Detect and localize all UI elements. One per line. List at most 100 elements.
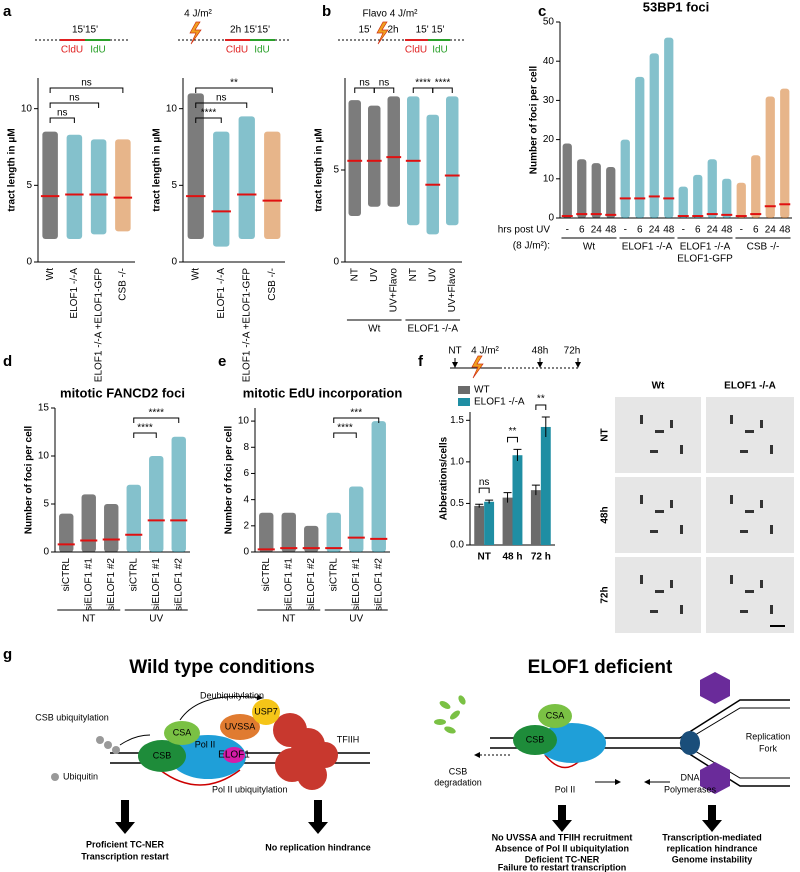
significance-label: ns	[379, 78, 390, 89]
rect	[730, 575, 733, 584]
diagram-label: Pol II ubiquitylation	[212, 784, 288, 794]
ellipse	[538, 704, 572, 728]
circle	[297, 760, 327, 790]
ellipse	[252, 699, 280, 725]
rect	[670, 500, 673, 508]
rect	[650, 610, 658, 613]
x-tick-label: UV+Flavo	[447, 268, 458, 313]
schematic-text: IdU	[90, 45, 106, 56]
diagram-label: CSA	[173, 727, 192, 737]
ellipse	[680, 731, 700, 755]
dot-spread	[187, 93, 204, 239]
significance-label: **	[537, 394, 545, 405]
significance-label: **	[230, 78, 238, 89]
path	[700, 672, 730, 704]
dot-spread	[264, 131, 281, 239]
dot-spread	[426, 114, 439, 235]
y-tick-label: 0	[548, 213, 554, 224]
y-tick-label: 10	[38, 451, 50, 462]
x-tick-label: 24	[649, 225, 661, 236]
error-bar	[485, 499, 494, 504]
significance-label: ****	[435, 78, 451, 89]
x-tick-label: 48	[779, 225, 791, 236]
dot-spread	[368, 105, 381, 207]
bar	[484, 501, 495, 545]
rect	[745, 510, 754, 513]
rect	[760, 500, 763, 508]
row-label: 48h	[600, 506, 611, 523]
row-label: 72h	[600, 586, 611, 603]
y-axis-label: Number of foci per cell	[529, 66, 540, 175]
schematic-text: 15' 15'	[416, 25, 445, 36]
chart-title: mitotic EdU incorporation	[243, 385, 403, 400]
rect	[650, 530, 658, 533]
dot-spread	[238, 116, 255, 239]
micrographs: Wt ELOF1 -/-A NT 48h 72h	[600, 381, 794, 633]
rect	[770, 525, 773, 534]
group-label: ELOF1 -/-A	[622, 242, 673, 253]
significance-label: ****	[415, 78, 431, 89]
legend-label: WT	[474, 385, 490, 396]
circle	[312, 742, 338, 768]
significance-bracket	[195, 117, 222, 123]
path	[700, 762, 730, 794]
dot-spread	[259, 512, 274, 552]
dot-spread	[722, 178, 732, 218]
dot-spread	[171, 436, 186, 552]
dot-spread	[304, 525, 319, 552]
legend-swatch	[458, 398, 470, 406]
legend-label: ELOF1 -/-A	[474, 397, 525, 408]
y-tick-label: 0	[43, 547, 49, 558]
path	[702, 820, 722, 832]
rect	[640, 415, 643, 424]
x-tick-label: siCTRL	[261, 558, 272, 592]
chart-title: mitotic FANCD2 foci	[60, 385, 185, 400]
schematic: 4 J/m² 2h 15'15' CldU IdU	[178, 9, 290, 56]
schematic: NT 4 J/m² 48h 72h	[448, 346, 581, 379]
y-tick-label: 10	[21, 103, 33, 114]
group-label: Wt	[583, 242, 595, 253]
schematic-text: 15'	[358, 25, 371, 36]
significance-bracket	[373, 87, 395, 93]
dot-spread	[446, 96, 459, 226]
error-bar	[503, 492, 512, 503]
error-bar	[475, 503, 484, 508]
dot-spread	[115, 139, 131, 232]
y-tick-label: 15	[38, 403, 50, 414]
schematic-text: 15'15'	[72, 25, 98, 36]
significance-bracket	[133, 417, 180, 423]
y-axis-label: tract length in μM	[152, 128, 163, 211]
bar	[530, 490, 541, 545]
x-tick-label: ELOF1 -/-A	[69, 268, 80, 319]
diagram-label: Ubiquitin	[63, 771, 98, 781]
schematic-text: CldU	[226, 45, 248, 56]
x-tick-label: ELOF1 -/-A +ELOF1-GFP	[241, 268, 252, 383]
dot-spread	[693, 174, 703, 218]
dot-spread	[66, 134, 83, 239]
ellipse	[538, 723, 606, 763]
rect	[640, 575, 643, 584]
dot-spread	[371, 421, 386, 552]
x-tick-label: -	[624, 225, 627, 236]
row-label: NT	[600, 428, 611, 441]
y-tick-label: 30	[543, 95, 555, 106]
diagram-label: Transcription restart	[81, 851, 169, 861]
dot-spread	[577, 159, 587, 218]
diagram-label: Failure to restart transcription	[498, 862, 627, 872]
error-bar	[541, 416, 550, 437]
significance-label: ns	[69, 93, 80, 104]
x-tick-label: siCTRL	[128, 558, 139, 592]
path	[679, 747, 790, 787]
panel-label: b	[322, 3, 331, 20]
significance-label: ***	[350, 408, 362, 419]
y-tick-label: 10	[543, 173, 555, 184]
dot-spread	[606, 167, 616, 218]
x-tick-label: 48	[605, 225, 617, 236]
y-tick-label: 10	[238, 416, 250, 427]
diagram-label: replication hindrance	[666, 843, 757, 853]
x-tick-label: 48	[663, 225, 675, 236]
dot-spread	[349, 486, 364, 552]
group-label: NT	[282, 614, 295, 625]
rect	[730, 495, 733, 504]
